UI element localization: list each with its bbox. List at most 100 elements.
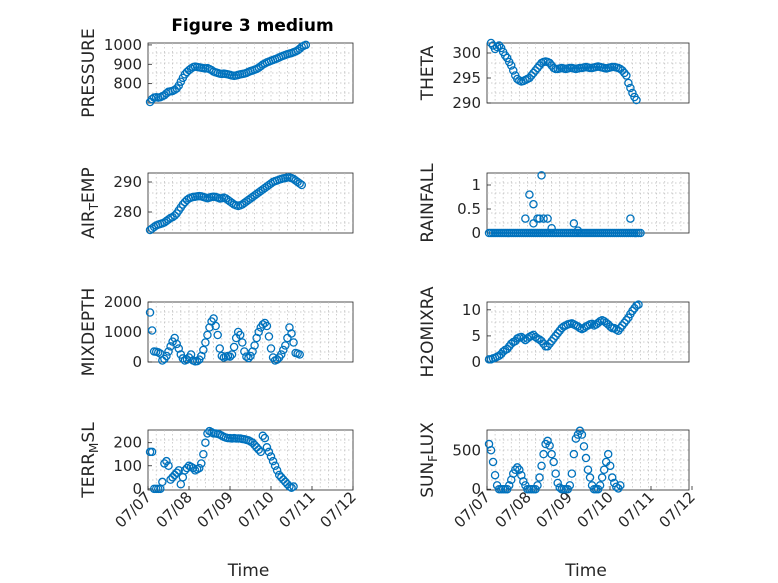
- data-point: [599, 465, 609, 474]
- data-point: [607, 473, 617, 482]
- data-point: [297, 180, 306, 190]
- data-point: [569, 449, 579, 459]
- data-point: [626, 214, 635, 223]
- y-tick-label: 5: [471, 327, 481, 345]
- data-point: [172, 339, 181, 349]
- data-point: [506, 61, 516, 70]
- x-axis-label: Time: [227, 561, 270, 581]
- data-point: [203, 429, 212, 438]
- y-tick-label: 0.5: [457, 200, 481, 218]
- y-axis-label: MIXDEPTH: [79, 288, 99, 377]
- data-point: [527, 71, 536, 80]
- data-point: [203, 330, 212, 340]
- data-point: [537, 461, 546, 471]
- data-point: [494, 41, 504, 50]
- data-point: [213, 330, 222, 340]
- data-point: [626, 83, 635, 93]
- data-point: [246, 351, 255, 361]
- data-point: [158, 477, 167, 487]
- data-point: [199, 345, 208, 355]
- chart-title: Figure 3 medium: [171, 16, 333, 36]
- data-point: [500, 51, 510, 60]
- data-point: [192, 356, 202, 366]
- data-point: [525, 73, 534, 83]
- data-point: [549, 334, 558, 343]
- data-point: [543, 214, 552, 223]
- data-point: [549, 457, 558, 467]
- data-point: [145, 308, 155, 317]
- data-point: [182, 355, 192, 364]
- data-point: [509, 66, 518, 75]
- data-point: [164, 215, 173, 224]
- data-point: [531, 66, 540, 75]
- data-point: [622, 316, 631, 325]
- data-point: [581, 453, 591, 463]
- data-point: [620, 68, 629, 78]
- data-point: [272, 466, 282, 475]
- data-point: [545, 58, 554, 68]
- y-axis-label: THETA: [418, 45, 438, 101]
- data-point: [525, 190, 534, 199]
- data-point: [545, 441, 554, 450]
- x-axis-label: Time: [564, 561, 607, 581]
- y-tick-label: 290: [452, 94, 481, 112]
- y-tick-label: 2000: [104, 293, 142, 311]
- data-point: [618, 66, 627, 75]
- data-point: [486, 446, 496, 455]
- data-point: [533, 481, 542, 490]
- y-tick-label: 280: [113, 203, 142, 221]
- data-point: [147, 94, 157, 104]
- subplot-mixdepth: 0 1000 2000 MIXDEPTH: [79, 288, 354, 377]
- data-point: [174, 466, 183, 475]
- data-point: [597, 473, 607, 482]
- y-tick-label: 0: [471, 353, 481, 371]
- data-point: [496, 43, 506, 53]
- data-point: [605, 461, 615, 471]
- data-point: [628, 306, 637, 316]
- data-point: [170, 211, 179, 220]
- data-point: [264, 447, 274, 457]
- data-point: [492, 42, 502, 52]
- data-point: [164, 347, 173, 356]
- data-point: [603, 449, 613, 459]
- data-point: [201, 438, 210, 447]
- data-point: [164, 461, 173, 471]
- data-point: [289, 338, 298, 347]
- data-point: [553, 478, 562, 488]
- data-point: [197, 459, 206, 468]
- y-tick-label: 0: [471, 224, 481, 242]
- y-tick-label: 200: [113, 434, 142, 452]
- data-point: [211, 321, 220, 331]
- data-point: [511, 465, 520, 474]
- data-point: [486, 38, 496, 48]
- data-point: [636, 228, 645, 238]
- data-point: [250, 341, 259, 350]
- data-point: [266, 452, 276, 461]
- data-point: [488, 457, 498, 467]
- y-axis-label: H2OMIXRA: [418, 286, 438, 377]
- data-point: [612, 482, 621, 492]
- subplot-h2omixra: 0 5 10 H2OMIXRA: [418, 286, 690, 378]
- data-point: [618, 321, 627, 330]
- data-point: [244, 353, 253, 363]
- data-point: [262, 443, 272, 452]
- data-point: [587, 319, 597, 329]
- data-point: [490, 470, 500, 480]
- data-point: [225, 352, 235, 361]
- data-point: [295, 179, 304, 188]
- data-point: [529, 219, 538, 228]
- data-point: [535, 473, 544, 482]
- data-point: [256, 447, 265, 457]
- data-point: [199, 449, 208, 459]
- data-point: [182, 463, 192, 473]
- data-point: [624, 78, 633, 88]
- data-point: [147, 326, 157, 335]
- data-point: [535, 214, 544, 223]
- data-point: [567, 469, 577, 478]
- data-point: [264, 332, 274, 341]
- y-tick-label: 10: [462, 301, 481, 319]
- data-point: [565, 481, 575, 490]
- data-point: [585, 473, 595, 482]
- data-point: [147, 447, 157, 457]
